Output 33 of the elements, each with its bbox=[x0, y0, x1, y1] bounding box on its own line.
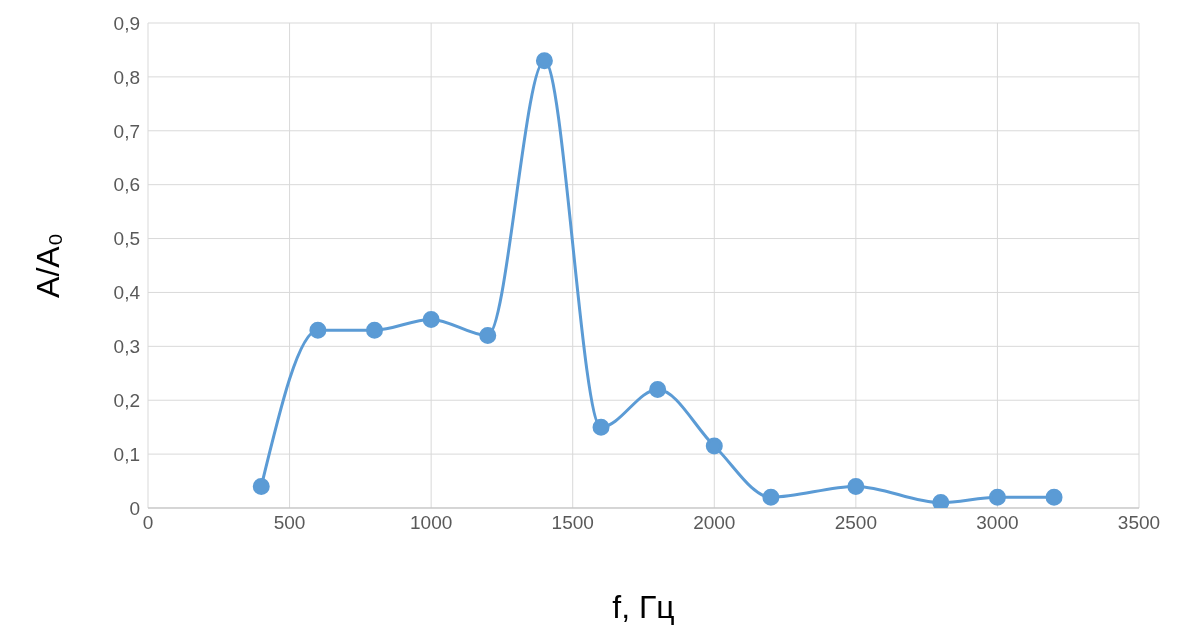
x-tick-label: 3000 bbox=[976, 512, 1019, 534]
y-tick-label: 0,2 bbox=[113, 389, 140, 411]
point bbox=[366, 321, 384, 339]
point bbox=[592, 418, 610, 436]
point bbox=[705, 437, 723, 455]
point bbox=[422, 310, 440, 328]
x-tick-label: 1000 bbox=[410, 512, 453, 534]
x-tick-label: 2500 bbox=[834, 512, 877, 534]
point bbox=[309, 321, 327, 339]
y-tick-label: 0,3 bbox=[113, 336, 140, 358]
x-tick-label: 500 bbox=[273, 512, 306, 534]
y-tick-label: 0,9 bbox=[113, 12, 140, 34]
point bbox=[1045, 488, 1063, 506]
point bbox=[649, 380, 667, 398]
point bbox=[847, 477, 865, 495]
point bbox=[479, 327, 497, 345]
point bbox=[252, 477, 270, 495]
point bbox=[988, 488, 1006, 506]
y-tick-label: 0,4 bbox=[113, 282, 141, 304]
y-tick-label: 0,6 bbox=[113, 174, 140, 196]
x-tick-label: 2000 bbox=[693, 512, 736, 534]
point bbox=[932, 494, 950, 508]
y-tick-label: 0 bbox=[129, 497, 140, 519]
x-axis-title: f, Гц bbox=[612, 589, 675, 625]
y-tick-label: 0,5 bbox=[113, 228, 140, 250]
y-axis-title: A/A₀ bbox=[30, 233, 67, 298]
y-tick-label: 0,7 bbox=[113, 120, 140, 142]
point bbox=[535, 52, 553, 70]
y-tick-label: 0,8 bbox=[113, 66, 140, 88]
x-tick-label: 1500 bbox=[551, 512, 594, 534]
point bbox=[762, 488, 780, 506]
y-tick-label: 0,1 bbox=[113, 443, 140, 465]
x-tick-label: 3500 bbox=[1117, 512, 1161, 534]
